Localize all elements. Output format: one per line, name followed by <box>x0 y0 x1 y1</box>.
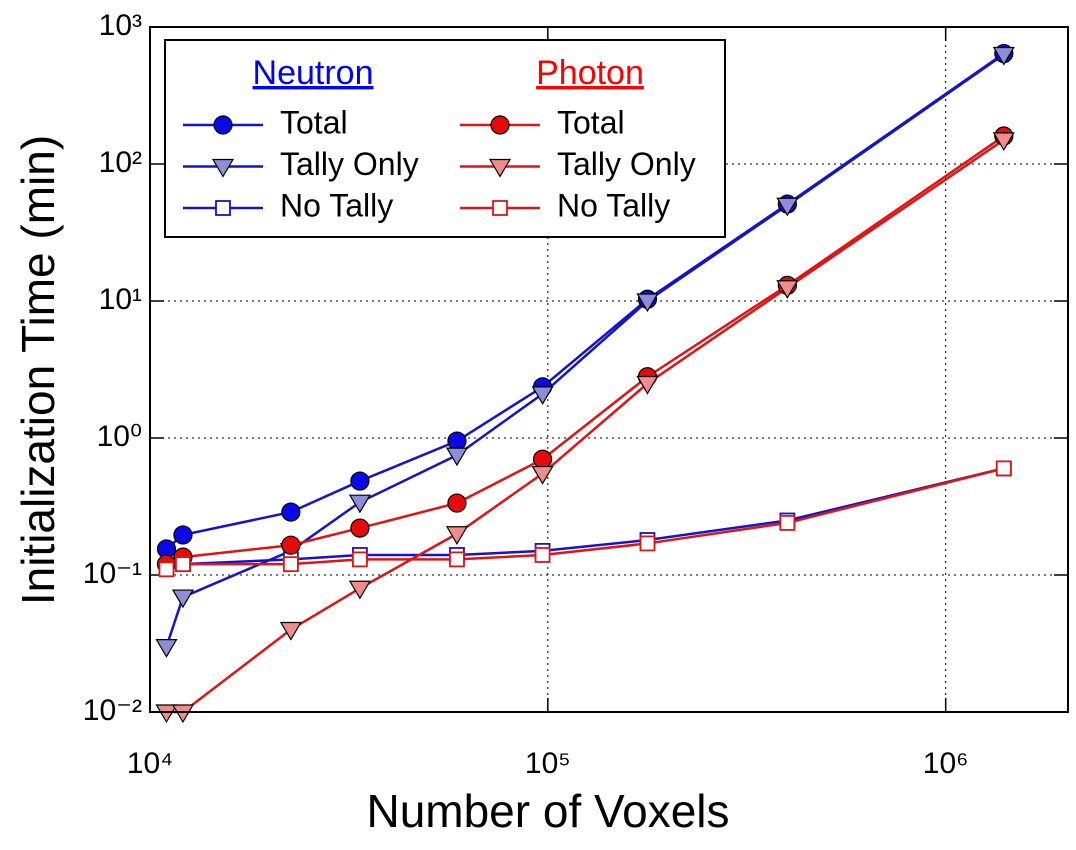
legend-label: Total <box>557 104 625 140</box>
legend-label: No Tally <box>280 187 393 223</box>
marker <box>352 551 368 568</box>
y-tick-label: 10⁻² <box>83 694 142 727</box>
marker <box>636 375 659 395</box>
y-tick-label: 10³ <box>99 9 142 42</box>
legend: Neutron Total Tally Only No Tally Photon Tota… <box>164 39 726 238</box>
marker <box>776 197 799 217</box>
marker <box>776 280 799 299</box>
marker <box>636 293 659 313</box>
legend-group-title: Neutron <box>253 54 374 92</box>
legend-label: Tally Only <box>557 146 696 182</box>
legend-marker <box>488 158 512 178</box>
marker <box>639 535 656 552</box>
marker <box>445 447 469 467</box>
plot-frame <box>149 26 1069 713</box>
marker <box>281 535 301 555</box>
marker <box>992 132 1015 152</box>
marker <box>155 639 178 658</box>
y-tick-label: 10⁰ <box>97 420 142 453</box>
legend-group-title: Photon <box>536 54 644 92</box>
legend-box <box>164 39 726 238</box>
marker <box>445 526 469 545</box>
marker <box>282 556 299 573</box>
x-tick-label: 10⁶ <box>923 747 969 780</box>
marker <box>350 471 370 491</box>
y-axis-title: Initialization Time (min) <box>12 135 64 605</box>
marker <box>447 431 467 451</box>
legend-marker <box>213 115 233 135</box>
legend-marker <box>490 115 510 135</box>
legend-marker <box>215 200 231 216</box>
marker <box>534 547 551 563</box>
marker <box>531 386 554 406</box>
marker <box>992 46 1015 66</box>
x-tick-label: 10⁴ <box>127 747 173 780</box>
marker <box>348 494 371 514</box>
marker <box>175 556 191 573</box>
marker <box>779 515 796 531</box>
legend-label: Total <box>280 104 348 140</box>
marker <box>279 621 302 641</box>
marker <box>171 704 194 724</box>
y-tick-label: 10² <box>99 146 142 179</box>
marker <box>350 518 370 538</box>
x-tick-label: 10⁵ <box>525 747 571 780</box>
marker <box>447 493 467 513</box>
marker <box>532 449 553 469</box>
marker <box>449 551 465 568</box>
y-tick-label: 10⁻¹ <box>83 557 142 590</box>
legend-marker <box>211 158 235 178</box>
legend-label: No Tally <box>557 187 670 223</box>
marker <box>348 580 371 600</box>
marker <box>155 704 178 724</box>
marker <box>173 525 193 545</box>
marker <box>995 460 1012 477</box>
legend-marker <box>492 200 508 216</box>
marker <box>531 465 554 485</box>
legend-label: Tally Only <box>280 146 419 182</box>
marker <box>158 561 175 578</box>
marker <box>281 502 301 522</box>
y-tick-label: 10¹ <box>99 283 142 316</box>
x-axis-title: Number of Voxels <box>366 785 729 837</box>
marker <box>171 589 194 609</box>
